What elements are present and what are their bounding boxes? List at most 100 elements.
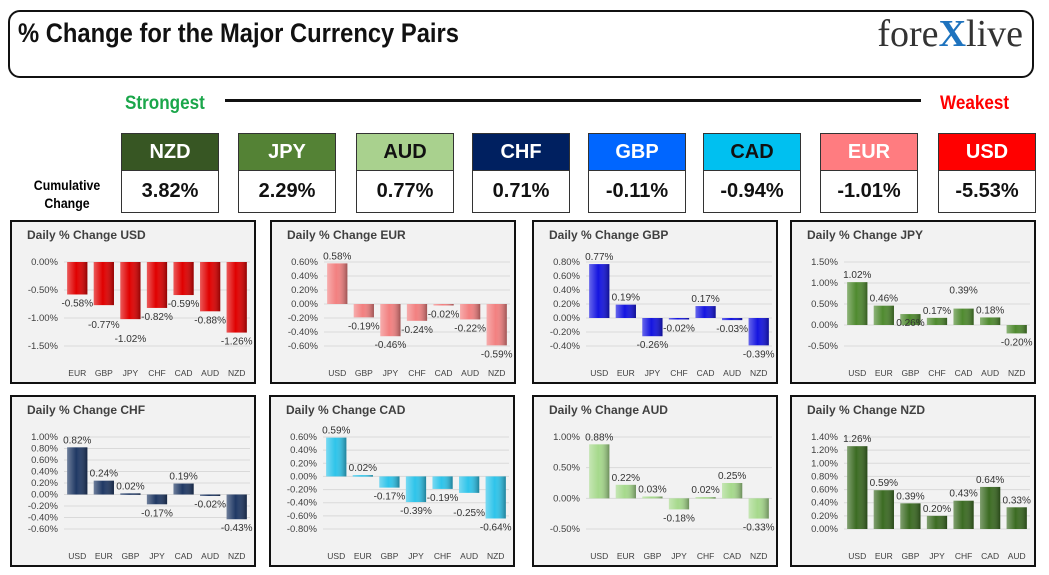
cumulative-value: 3.82% [121, 171, 219, 213]
data-label: 0.58% [323, 251, 351, 262]
x-tick-label: CAD [175, 368, 193, 378]
bar-shade [226, 262, 247, 333]
x-tick-label: JPY [408, 551, 424, 561]
x-tick-label: JPY [383, 368, 399, 378]
strongest-label: Strongest [125, 93, 205, 114]
x-tick-label: NZD [228, 551, 245, 561]
data-label: 0.18% [976, 305, 1004, 316]
data-label: 0.24% [90, 469, 118, 480]
data-label: 0.26% [896, 318, 924, 329]
y-tick-label: 1.40% [811, 432, 838, 443]
chart-title: Daily % Change CAD [286, 403, 406, 417]
y-tick-label: 0.40% [553, 285, 580, 296]
data-label: 0.19% [169, 472, 197, 483]
chart-panel-nzd: Daily % Change NZD 0.00% 0.20% 0.40% 0.60% 0.… [790, 395, 1036, 567]
bar-shade [353, 304, 374, 318]
x-tick-label: CHF [928, 368, 945, 378]
x-tick-label: GBP [95, 368, 113, 378]
data-label: 0.59% [322, 426, 350, 437]
bar-shade [615, 484, 636, 499]
bar-shade [642, 496, 663, 499]
bar-shade [120, 262, 141, 320]
y-tick-label: -0.50% [808, 341, 839, 352]
x-tick-label: EUR [95, 551, 113, 561]
bar-shade [226, 494, 247, 520]
data-label: 0.22% [612, 473, 640, 484]
y-tick-label: -0.60% [288, 341, 319, 352]
bar-shade [873, 490, 894, 529]
bar-shade [615, 304, 636, 318]
y-tick-label: -0.40% [287, 498, 318, 509]
y-tick-label: 0.20% [291, 285, 318, 296]
cumulative-value: 0.77% [356, 171, 454, 213]
data-label: -0.25% [453, 508, 485, 519]
x-tick-label: GBP [380, 551, 398, 561]
y-tick-label: 0.80% [811, 471, 838, 482]
x-tick-label: CAD [435, 368, 453, 378]
bar-shade [953, 500, 974, 529]
chart-panel-chf: Daily % Change CHF -0.60% -0.40% -0.20% 0.00… [10, 395, 256, 567]
data-label: -0.88% [194, 315, 226, 326]
data-label: -0.77% [88, 320, 120, 331]
data-label: -0.19% [348, 321, 380, 332]
y-tick-label: -0.40% [288, 327, 319, 338]
data-label: -0.02% [428, 309, 460, 320]
bar-shade [405, 476, 427, 503]
x-tick-label: GBP [121, 551, 139, 561]
y-tick-label: -1.50% [28, 341, 59, 352]
x-tick-label: AUD [981, 368, 999, 378]
bar-shade [173, 483, 194, 495]
cumulative-value: -0.11% [588, 171, 686, 213]
chart-panel-eur: Daily % Change EUR -0.60% -0.40% -0.20% 0.00… [270, 220, 516, 384]
y-tick-label: 1.00% [811, 458, 838, 469]
data-label: 0.77% [585, 252, 613, 263]
bar-shade [146, 262, 168, 308]
cumulative-value: 2.29% [238, 171, 336, 213]
cumulative-value: -0.94% [703, 171, 801, 213]
chart-title: Daily % Change EUR [287, 228, 406, 242]
bar-shade [67, 447, 88, 495]
x-tick-label: CHF [434, 551, 451, 561]
x-tick-label: EUR [875, 368, 893, 378]
y-tick-label: 0.00% [553, 313, 580, 324]
bar-shade [326, 437, 347, 477]
x-tick-label: USD [327, 551, 345, 561]
x-tick-label: EUR [875, 551, 893, 561]
y-tick-label: -1.00% [28, 313, 59, 324]
data-label: 0.02% [349, 463, 377, 474]
data-label: -0.22% [454, 323, 486, 334]
data-label: 0.59% [870, 478, 898, 489]
x-tick-label: AUD [201, 368, 219, 378]
data-label: -0.02% [194, 500, 226, 511]
y-tick-label: -0.60% [287, 511, 318, 522]
currency-name: AUD [356, 133, 454, 171]
bar-shade [485, 476, 506, 519]
data-label: -0.46% [375, 340, 407, 351]
x-tick-label: CHF [697, 551, 714, 561]
y-tick-label: 0.40% [291, 271, 318, 282]
data-label: 0.33% [1003, 495, 1031, 506]
x-tick-label: CHF [408, 368, 425, 378]
chart-panel-jpy: Daily % Change JPY -0.50% 0.00% 0.50% 1.00% 1… [790, 220, 1036, 384]
data-label: 0.39% [949, 286, 977, 297]
bar-shade [668, 498, 690, 510]
data-label: -0.03% [716, 324, 748, 335]
bar-shade [146, 494, 168, 505]
x-tick-label: JPY [123, 368, 139, 378]
currency-rank-nzd: NZD 3.82% [121, 133, 219, 213]
y-tick-label: -0.50% [550, 524, 581, 535]
currency-name: CAD [703, 133, 801, 171]
x-tick-label: GBP [355, 368, 373, 378]
bar-shade [873, 305, 894, 325]
chart-title: Daily % Change GBP [549, 228, 669, 242]
y-tick-label: 1.00% [811, 278, 838, 289]
x-tick-label: EUR [354, 551, 372, 561]
data-label: -0.59% [168, 299, 200, 310]
data-label: -0.19% [427, 493, 459, 504]
y-tick-label: 0.00% [291, 299, 318, 310]
data-label: -0.59% [481, 349, 513, 360]
x-tick-label: EUR [68, 368, 86, 378]
bar-shade [926, 317, 948, 325]
y-tick-label: -0.20% [288, 313, 319, 324]
currency-name: CHF [472, 133, 570, 171]
